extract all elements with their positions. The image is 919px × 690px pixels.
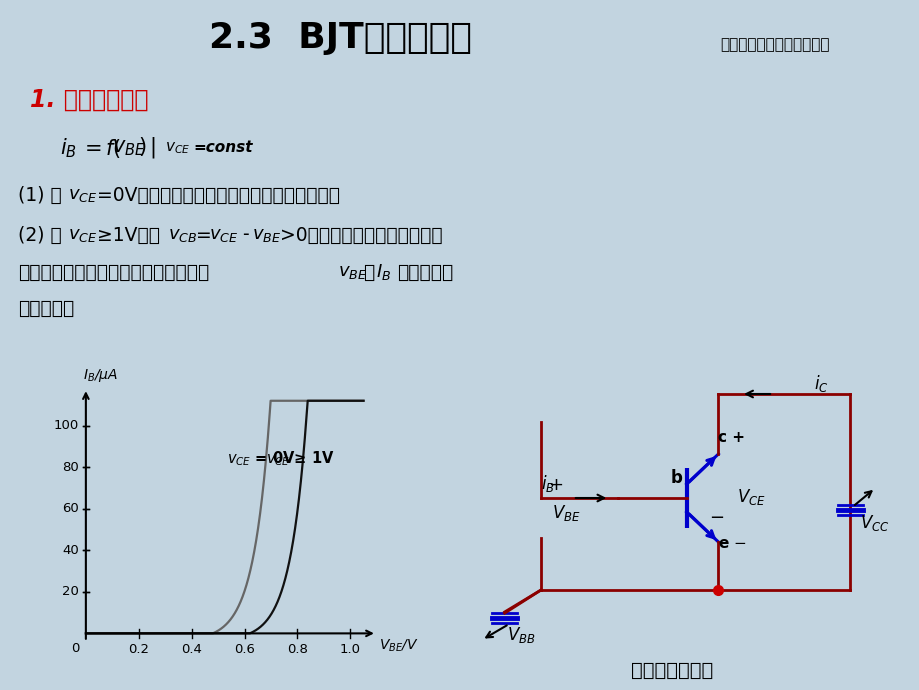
Text: c +: c + [718,430,744,445]
Text: =: = [196,226,211,244]
Text: $i_C$: $i_C$ [813,373,828,395]
Text: 0.4: 0.4 [181,642,202,655]
Text: 20: 20 [62,585,79,598]
Text: 开始收集电子，基区复合减少，同样的: 开始收集电子，基区复合减少，同样的 [18,262,209,282]
Text: $v_{CE}$: $v_{CE}$ [68,226,97,244]
Text: 0: 0 [71,642,79,655]
Text: +: + [547,476,562,494]
Text: $v_{BE}$: $v_{BE}$ [337,263,367,281]
Text: 100: 100 [54,420,79,432]
Text: e $-$: e $-$ [718,536,746,551]
Text: 共射极放大电路: 共射极放大电路 [630,660,712,680]
Text: 下: 下 [363,262,374,282]
Text: 0.6: 0.6 [233,642,255,655]
Text: $v_{BE}$: $v_{BE}$ [112,138,145,158]
Text: $v_{CE}$ = 0V: $v_{CE}$ = 0V [227,449,296,468]
Text: 1.0: 1.0 [339,642,360,655]
Text: $)\,|$: $)\,|$ [138,135,155,161]
Text: $V_{CC}$: $V_{CC}$ [858,513,888,533]
Text: $i_B$: $i_B$ [540,473,554,495]
Text: $v_{CE}$ ≥ 1V: $v_{CE}$ ≥ 1V [266,449,334,468]
Text: -: - [237,226,255,244]
Text: $V_{BE}$/V: $V_{BE}$/V [379,638,419,654]
Text: 0.2: 0.2 [128,642,149,655]
Text: $V_{CE}$: $V_{CE}$ [736,487,765,507]
Text: $I_B$: $I_B$ [376,262,391,282]
Text: (2) 当: (2) 当 [18,226,62,244]
Text: $v_{CB}$: $v_{CB}$ [168,226,198,244]
Text: $V_{BE}$: $V_{BE}$ [551,503,581,523]
Text: 曲线右移。: 曲线右移。 [18,299,74,317]
Text: ≥1V时，: ≥1V时， [96,226,160,244]
Text: $I_B$/μA: $I_B$/μA [83,367,119,384]
Text: 40: 40 [62,544,79,557]
Text: $v_{CE}$: $v_{CE}$ [68,186,97,204]
Text: （以共射极放大电路为例）: （以共射极放大电路为例） [720,37,829,52]
Text: >0，集电结已进入反偏状态，: >0，集电结已进入反偏状态， [279,226,442,244]
Text: $=f($: $=f($ [80,137,121,159]
Text: $v_{CE}$: $v_{CE}$ [165,140,190,156]
Text: −: − [709,509,723,526]
Text: (1) 当: (1) 当 [18,186,62,204]
Text: 1. 输入特性曲线: 1. 输入特性曲线 [30,88,148,112]
Text: $v_{CE}$: $v_{CE}$ [209,226,238,244]
Text: 80: 80 [62,461,79,474]
Text: 2.3  BJT的特性曲线: 2.3 BJT的特性曲线 [209,21,471,55]
Text: $v_{BE}$: $v_{BE}$ [252,226,281,244]
Text: 60: 60 [62,502,79,515]
Text: 减小，特性: 减小，特性 [397,262,453,282]
Text: b: b [670,469,682,487]
Text: =0V时，相当于发射结的正向伏安特性曲线。: =0V时，相当于发射结的正向伏安特性曲线。 [96,186,340,204]
Text: $V_{BB}$: $V_{BB}$ [506,625,535,645]
Text: 0.8: 0.8 [287,642,308,655]
Text: =const: =const [193,141,252,155]
Text: $i_B$: $i_B$ [60,136,77,160]
